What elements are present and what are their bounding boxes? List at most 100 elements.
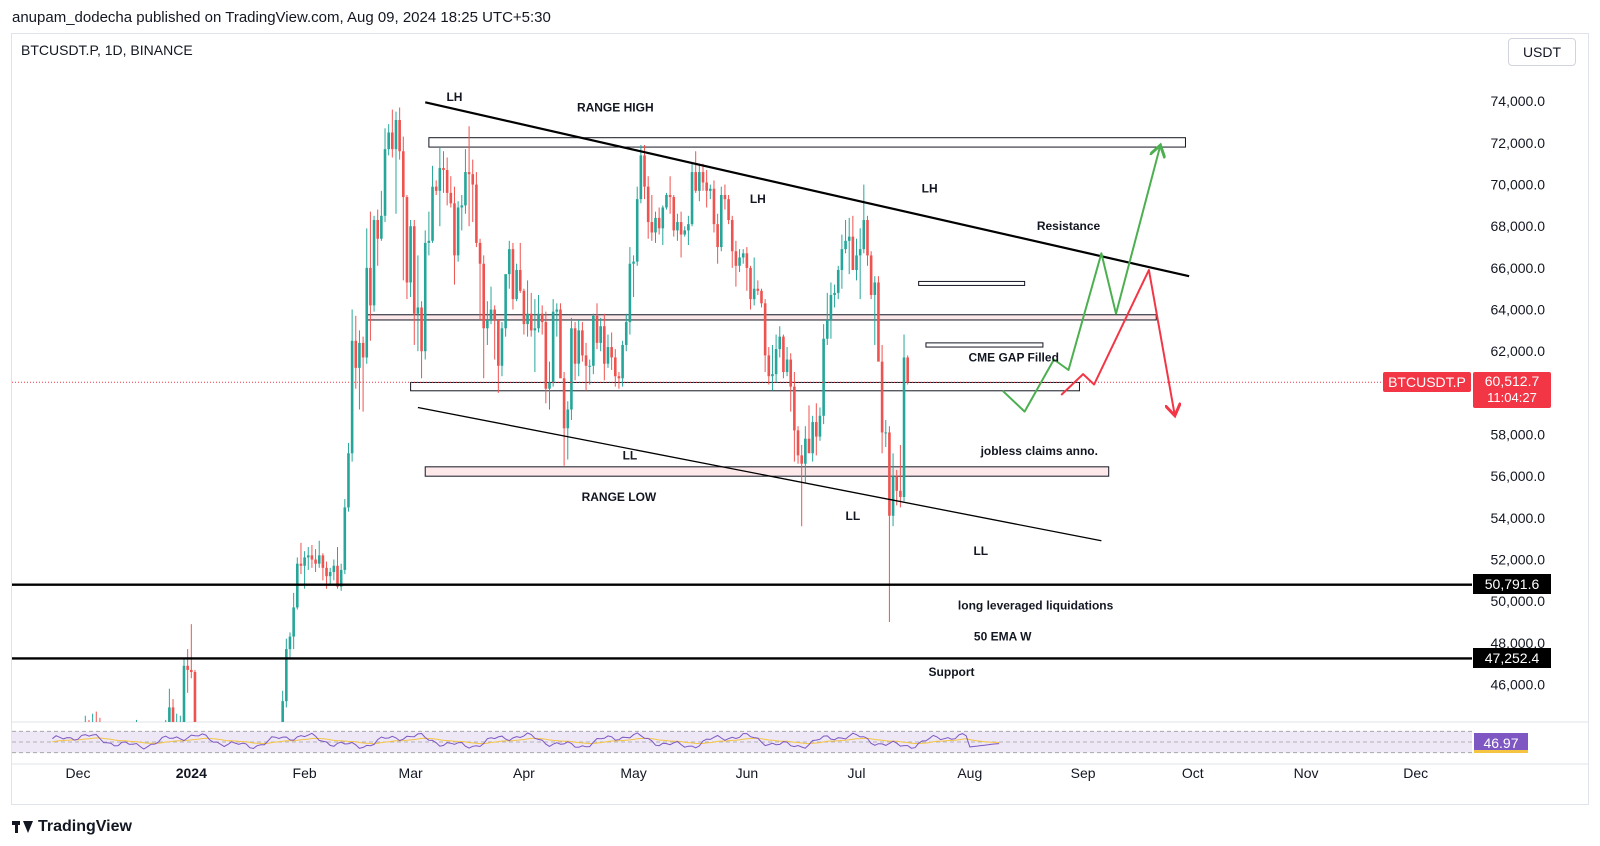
candle-body[interactable] (628, 263, 632, 323)
candle-body[interactable] (511, 249, 515, 300)
candle-body[interactable] (778, 336, 782, 350)
red-projection[interactable] (1060, 269, 1174, 414)
candle-body[interactable] (69, 837, 72, 843)
candle-body[interactable] (818, 415, 822, 437)
candle-body[interactable] (760, 290, 763, 304)
candle-body[interactable] (420, 307, 423, 352)
candle-body[interactable] (401, 151, 405, 198)
candle-body[interactable] (504, 274, 507, 329)
candle-body[interactable] (752, 288, 756, 300)
candle-body[interactable] (464, 172, 467, 206)
candle-body[interactable] (613, 357, 617, 377)
candle-body[interactable] (716, 224, 719, 248)
candle-body[interactable] (657, 217, 661, 229)
candle-body[interactable] (833, 292, 836, 295)
candle-body[interactable] (617, 376, 621, 379)
candle-body[interactable] (862, 219, 866, 250)
candle-body[interactable] (453, 203, 456, 256)
candle-body[interactable] (796, 430, 800, 456)
candle-body[interactable] (661, 207, 665, 229)
candle-body[interactable] (789, 359, 793, 387)
candle-body[interactable] (676, 222, 679, 231)
candle-body[interactable] (548, 382, 551, 389)
candle-body[interactable] (88, 724, 91, 730)
candle-body[interactable] (387, 132, 390, 150)
candle-body[interactable] (427, 240, 431, 243)
candle-body[interactable] (343, 507, 347, 570)
candle-body[interactable] (288, 636, 292, 650)
candle-body[interactable] (332, 565, 336, 573)
candle-body[interactable] (621, 344, 624, 379)
candle-body[interactable] (588, 365, 591, 367)
candle-body[interactable] (354, 340, 358, 368)
candle-body[interactable] (551, 311, 555, 383)
candle-body[interactable] (442, 167, 445, 170)
candle-body[interactable] (314, 559, 317, 564)
symbol-title[interactable]: BTCUSDT.P, 1D, BINANCE (21, 42, 193, 58)
candle-body[interactable] (899, 490, 902, 498)
candle-body[interactable] (650, 222, 654, 233)
candle-body[interactable] (299, 563, 303, 566)
candle-body[interactable] (328, 572, 332, 577)
candle-body[interactable] (906, 357, 909, 383)
range-high-zone[interactable] (428, 137, 1186, 148)
candle-body[interactable] (584, 355, 588, 366)
candle-body[interactable] (709, 188, 712, 191)
candle-body[interactable] (891, 476, 895, 516)
small-zone-2[interactable] (925, 342, 1044, 348)
candle-body[interactable] (292, 607, 295, 637)
candle-body[interactable] (756, 288, 760, 291)
candle-body[interactable] (321, 555, 325, 568)
candle-body[interactable] (877, 282, 880, 362)
candle-body[interactable] (884, 432, 888, 434)
candle-body[interactable] (380, 215, 383, 239)
candle-body[interactable] (223, 782, 226, 790)
candle-body[interactable] (497, 319, 500, 366)
candle-body[interactable] (365, 267, 369, 358)
candle-body[interactable] (471, 174, 475, 185)
candle-body[interactable] (460, 205, 464, 208)
candle-body[interactable] (815, 422, 818, 437)
candle-body[interactable] (529, 313, 533, 331)
candle-body[interactable] (347, 453, 350, 508)
candle-body[interactable] (606, 347, 610, 364)
candle-body[interactable] (171, 707, 175, 751)
candle-body[interactable] (577, 330, 581, 364)
candle-body[interactable] (376, 219, 380, 239)
candle-body[interactable] (632, 261, 635, 264)
candle-body[interactable] (515, 269, 518, 300)
candle-body[interactable] (639, 155, 643, 200)
candle-body[interactable] (489, 309, 493, 320)
candle-body[interactable] (687, 224, 690, 231)
candle-body[interactable] (727, 199, 730, 220)
candle-body[interactable] (573, 328, 577, 364)
small-zone-1[interactable] (918, 280, 1026, 286)
candle-body[interactable] (858, 249, 862, 256)
candle-body[interactable] (804, 438, 807, 464)
candle-body[interactable] (475, 184, 478, 243)
candle-body[interactable] (888, 432, 891, 516)
support-trendline[interactable] (417, 406, 1102, 542)
candle-body[interactable] (208, 755, 211, 757)
candle-body[interactable] (124, 755, 127, 763)
candle-body[interactable] (895, 476, 899, 491)
candle-body[interactable] (738, 257, 741, 266)
candle-body[interactable] (339, 569, 343, 587)
candle-body[interactable] (668, 194, 672, 198)
candle-body[interactable] (836, 269, 840, 293)
candle-body[interactable] (855, 255, 858, 270)
candle-body[interactable] (785, 359, 789, 373)
candle-body[interactable] (310, 555, 314, 560)
candle-body[interactable] (730, 219, 734, 252)
candle-body[interactable] (873, 282, 877, 295)
candle-body[interactable] (431, 186, 434, 241)
range-low-zone[interactable] (424, 466, 1110, 477)
candle-body[interactable] (665, 194, 668, 208)
candle-body[interactable] (394, 119, 398, 150)
candle-body[interactable] (449, 192, 453, 204)
candle-body[interactable] (336, 565, 339, 587)
candle-body[interactable] (610, 347, 613, 358)
candle-body[interactable] (683, 230, 687, 235)
candle-body[interactable] (694, 172, 697, 191)
candle-body[interactable] (168, 707, 171, 722)
